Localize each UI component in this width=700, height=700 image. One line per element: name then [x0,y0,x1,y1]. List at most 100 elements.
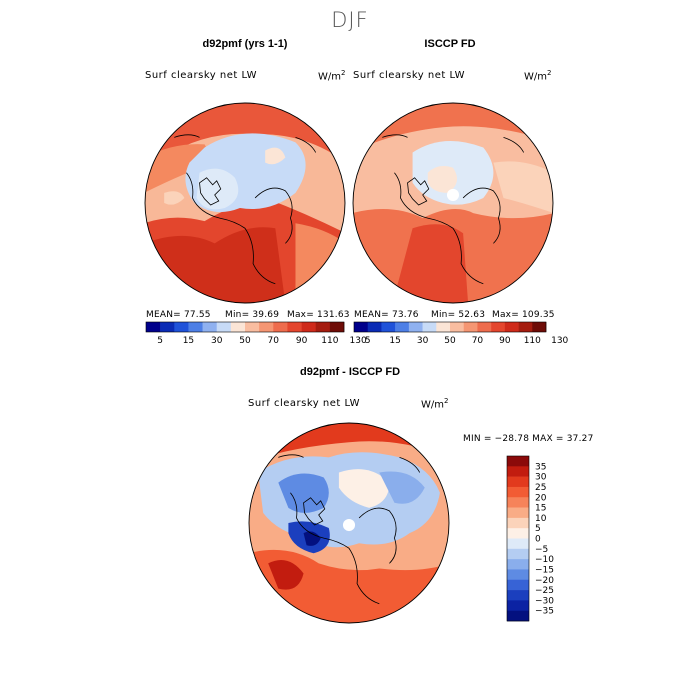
panel-1-colorbar-swatch [259,322,274,332]
panel-2-colorbar-tick-label: 50 [444,336,456,346]
panel-1-colorbar-tick-label: 5 [157,336,163,346]
panel-2-colorbar-swatch [491,322,506,332]
panel-2-colorbar-swatch [477,322,492,332]
diff-panel-units: W/m2 [421,397,449,411]
panel-2-colorbar-swatch [381,322,396,332]
panel-2-max: Max= 109.35 [492,310,555,320]
panel-2-colorbar: 5 15 30 50 70 90 110 130 [353,321,569,346]
diff-polar-map [248,422,450,624]
diff-panel-field-label: Surf clearsky net LW [248,398,361,409]
panel-2-colorbar-tick-label: 130 [551,336,568,346]
diff-colorbar-swatch [507,538,529,550]
diff-colorbar-tick-label: 35 [535,462,546,472]
panel-1-colorbar-swatch [273,322,288,332]
panel-2-polar-map [352,102,554,304]
diff-colorbar-tick-label: 20 [535,493,547,503]
panel-2-title: ISCCP FD [424,38,476,50]
panel-1-colorbar-tick-label: 130 [350,336,367,346]
panel-1-colorbar-tick-label: 70 [268,336,280,346]
panel-2-colorbar-swatch [463,322,478,332]
diff-colorbar-swatch [507,559,529,570]
panel-2-units: W/m2 [524,69,552,83]
panel-2-colorbar-tick-label: 90 [499,336,511,346]
diff-colorbar-swatch [507,476,529,488]
panel-1-colorbar-swatch [146,322,161,332]
diff-colorbar-swatch [507,569,529,581]
panel-1-colorbar-swatch [216,322,232,332]
panel-2-colorbar-swatch [504,322,519,332]
panel-1-colorbar-swatch [301,322,317,332]
panel-2-colorbar-swatch [450,322,465,332]
panel-1-colorbar-swatch [188,322,203,332]
diff-colorbar-tick-label: −25 [535,586,554,596]
panel-2-colorbar-swatch [354,322,369,332]
diff-colorbar-tick-label: 10 [535,514,547,524]
diff-colorbar-tick-label: −35 [535,607,554,617]
panel-1-title: d92pmf (yrs 1-1) [202,38,288,50]
panel-2-colorbar-swatch [436,322,451,332]
diff-colorbar-swatch [507,528,529,539]
panel-1-colorbar-swatch [287,322,302,332]
diff-panel-minmax: MIN = −28.78 MAX = 37.27 [463,434,594,444]
panel-1-max: Max= 131.63 [287,310,350,320]
panel-2-colorbar-tick-label: 5 [365,336,371,346]
diff-colorbar-tick-label: −20 [535,576,554,586]
diff-colorbar-tick-label: 25 [535,483,546,493]
panel-1-colorbar-swatch [160,322,175,332]
panel-1-colorbar-tick-label: 110 [321,336,338,346]
diff-colorbar-swatch [507,548,529,560]
diff-colorbar-tick-label: −30 [535,596,554,606]
diff-colorbar-swatch [507,486,529,498]
diff-colorbar-swatch [507,590,529,601]
panel-1-colorbar-tick-label: 50 [239,336,251,346]
panel-2-colorbar-swatch [408,322,423,332]
diff-panel-title: d92pmf - ISCCP FD [299,366,401,378]
panel-1-colorbar-swatch [174,322,189,332]
panel-1-colorbar-tick-label: 90 [296,336,308,346]
diff-colorbar-swatch [507,497,529,508]
diff-colorbar-tick-label: −10 [535,555,554,565]
panel-2-colorbar-tick-label: 30 [417,336,429,346]
panel-1-mean: MEAN= 77.55 [146,310,211,320]
panel-1-colorbar-tick-label: 15 [183,336,194,346]
diff-colorbar-swatch [507,456,529,467]
panel-2-colorbar-swatch [518,322,533,332]
diff-colorbar-frame [506,455,530,622]
diff-colorbar-swatch [507,507,529,519]
diff-colorbar-tick-label: 15 [535,504,546,514]
panel-2-mean: MEAN= 73.76 [354,310,419,320]
panel-1-colorbar-swatch [202,322,218,332]
diff-colorbar-swatch [507,600,529,611]
figure-title: DJF [331,8,369,32]
panel-2-min: Min= 52.63 [431,310,486,320]
panel-1-min: Min= 39.69 [225,310,280,320]
panel-2-colorbar-tick-label: 15 [389,336,400,346]
panel-2-colorbar-frame [353,321,547,333]
panel-2-colorbar-tick-label: 70 [472,336,484,346]
diff-colorbar-tick-label: 0 [535,535,541,545]
panel-1-units: W/m2 [318,69,346,83]
panel-2-colorbar-swatch [395,322,410,332]
diff-colorbar-tick-label: −15 [535,565,554,575]
panel-1-colorbar-frame [145,321,345,333]
panel-1-colorbar-swatch [230,322,246,332]
diff-colorbar-tick-label: 5 [535,524,541,534]
panel-1-colorbar-swatch [245,322,260,332]
panel-1-field-label: Surf clearsky net LW [145,70,258,81]
panel-2-colorbar-swatch [422,322,437,332]
panel-1-polar-map [144,102,346,304]
diff-colorbar-swatch [507,610,529,622]
diff-colorbar-swatch [507,466,529,477]
diff-colorbar-tick-label: −5 [535,545,548,555]
panel-1-colorbar-swatch [329,322,345,332]
panel-2-colorbar-tick-label: 110 [524,336,541,346]
diff-colorbar-swatch [507,517,529,529]
panel-1-colorbar: 5 15 30 50 70 90 110 130 [145,321,367,346]
diff-colorbar-tick-label: 30 [535,473,547,483]
panel-2-colorbar-swatch [532,322,547,332]
panel-2-colorbar-swatch [367,322,382,332]
panel-1-colorbar-swatch [315,322,331,332]
diff-colorbar-swatch [507,579,529,591]
panel-2-field-label: Surf clearsky net LW [353,70,466,81]
